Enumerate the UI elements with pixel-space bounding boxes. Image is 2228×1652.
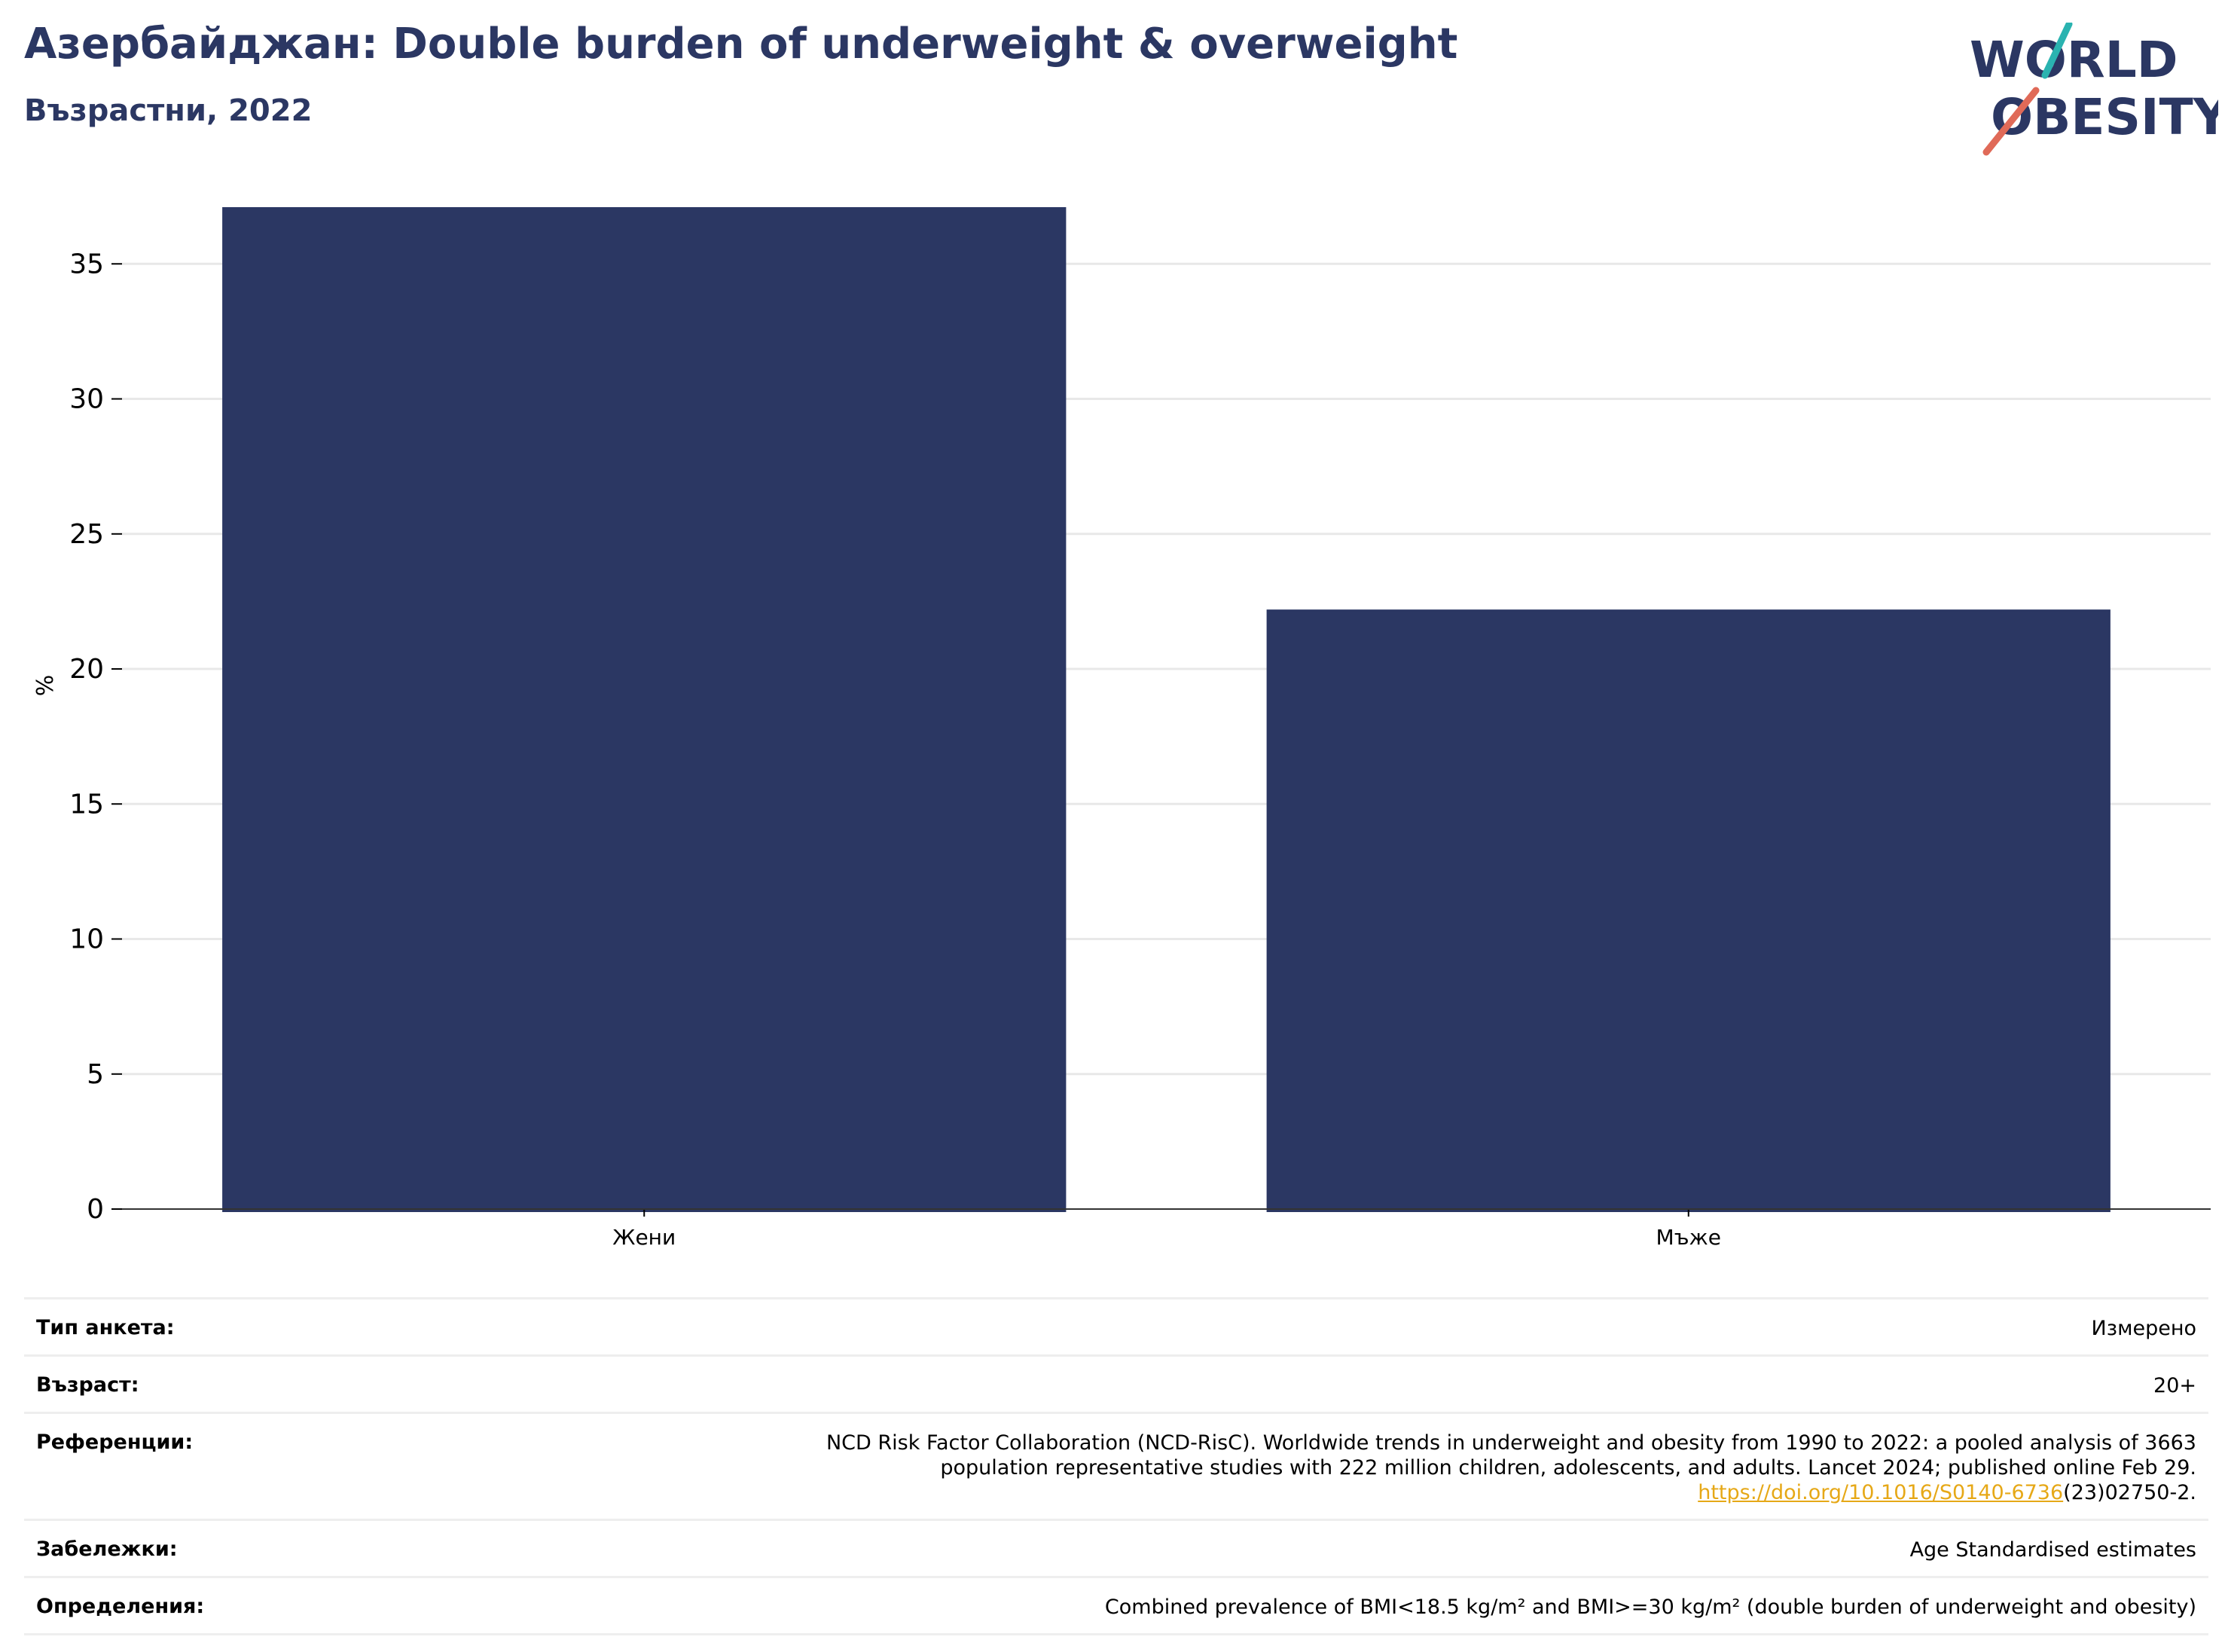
- bar-1: [222, 207, 1067, 1212]
- reference-line-2: population representative studies with 2…: [940, 1456, 2196, 1479]
- metadata-table: Тип анкета: Измерено Възраст: 20+ Рефере…: [24, 1297, 2208, 1635]
- y-tick-label: 10: [69, 924, 104, 955]
- x-tick-label: Мъже: [1656, 1225, 1721, 1250]
- meta-value: Измерено: [2091, 1317, 2196, 1340]
- y-axis-label: %: [32, 675, 59, 697]
- reference-doi-link[interactable]: https://doi.org/10.1016/S0140-6736: [1698, 1481, 2064, 1504]
- meta-value: NCD Risk Factor Collaboration (NCD-RisC)…: [826, 1414, 2196, 1519]
- bar-2: [1266, 609, 2110, 1212]
- y-tick-label: 20: [69, 654, 104, 685]
- bar-chart: 0 5 10 15 20 25 30 35 Жени Мъже %: [32, 207, 2211, 1250]
- y-tick-label: 35: [69, 249, 104, 279]
- reference-line-1: NCD Risk Factor Collaboration (NCD-RisC)…: [826, 1431, 2196, 1455]
- meta-value: Age Standardised estimates: [1909, 1538, 2196, 1562]
- world-obesity-logo: WORLD OBESITY: [1970, 23, 2218, 156]
- meta-row-definitions: Определения: Combined prevalence of BMI<…: [24, 1576, 2208, 1635]
- chart-subtitle: Възрастни, 2022: [24, 93, 313, 128]
- meta-value: Combined prevalence of BMI<18.5 kg/m² an…: [1104, 1596, 2196, 1619]
- bars: [222, 207, 2110, 1212]
- meta-label: Референции:: [36, 1431, 194, 1454]
- meta-row-survey-type: Тип анкета: Измерено: [24, 1297, 2208, 1354]
- y-tick-label: 0: [87, 1194, 104, 1225]
- y-tick-label: 5: [87, 1059, 104, 1090]
- meta-row-age: Възраст: 20+: [24, 1354, 2208, 1412]
- y-tick-label: 25: [69, 519, 104, 550]
- meta-label: Възраст:: [36, 1373, 139, 1397]
- reference-doi-suffix: (23)02750-2.: [2063, 1481, 2196, 1504]
- meta-row-references: Референции: NCD Risk Factor Collaboratio…: [24, 1412, 2208, 1519]
- meta-label: Тип анкета:: [36, 1316, 175, 1339]
- chart-title: Азербайджан: Double burden of underweigh…: [24, 20, 1458, 69]
- logo-slash-bottom: [1982, 87, 2040, 156]
- y-tick-label: 15: [69, 789, 104, 820]
- x-tick-label: Жени: [612, 1225, 676, 1250]
- y-tick-label: 30: [69, 384, 104, 415]
- meta-value: 20+: [2153, 1374, 2196, 1397]
- meta-label: Забележки:: [36, 1537, 178, 1561]
- logo-slash-top: [2041, 23, 2073, 79]
- meta-label: Определения:: [36, 1595, 205, 1618]
- logo-text-obesity: OBESITY: [1991, 88, 2218, 146]
- logo-text-world: WORLD: [1970, 31, 2178, 89]
- meta-row-notes: Забележки: Age Standardised estimates: [24, 1519, 2208, 1576]
- axes: 0 5 10 15 20 25 30 35 Жени Мъже: [69, 249, 2211, 1250]
